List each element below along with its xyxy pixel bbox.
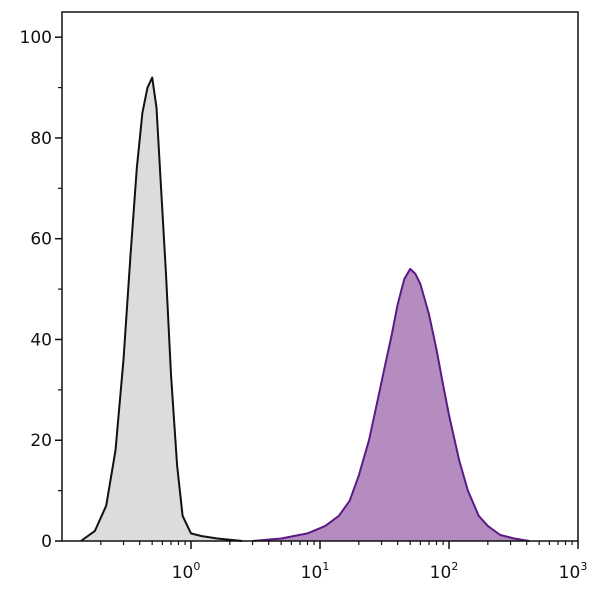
x-tick-label: 101 [301,560,330,583]
y-tick-label: 80 [30,129,52,149]
y-tick-label: 100 [20,28,52,48]
series-line-0 [80,76,243,542]
x-tick-exponent: 2 [451,560,458,573]
x-tick-label: 100 [172,560,201,583]
y-tick-label: 0 [41,532,52,552]
y-tick-label: 20 [30,431,52,451]
x-tick-exponent: 0 [193,560,200,573]
x-tick-label: 102 [430,560,459,583]
x-tick-exponent: 3 [580,560,587,573]
series-layer [80,76,530,542]
series-area-0 [80,77,243,541]
x-tick-label: 103 [559,560,588,583]
y-tick-label: 60 [30,230,52,250]
x-tick-exponent: 1 [322,560,329,573]
series-line-1 [252,267,530,542]
series-area-1 [252,268,530,541]
y-tick-label: 40 [30,330,52,350]
